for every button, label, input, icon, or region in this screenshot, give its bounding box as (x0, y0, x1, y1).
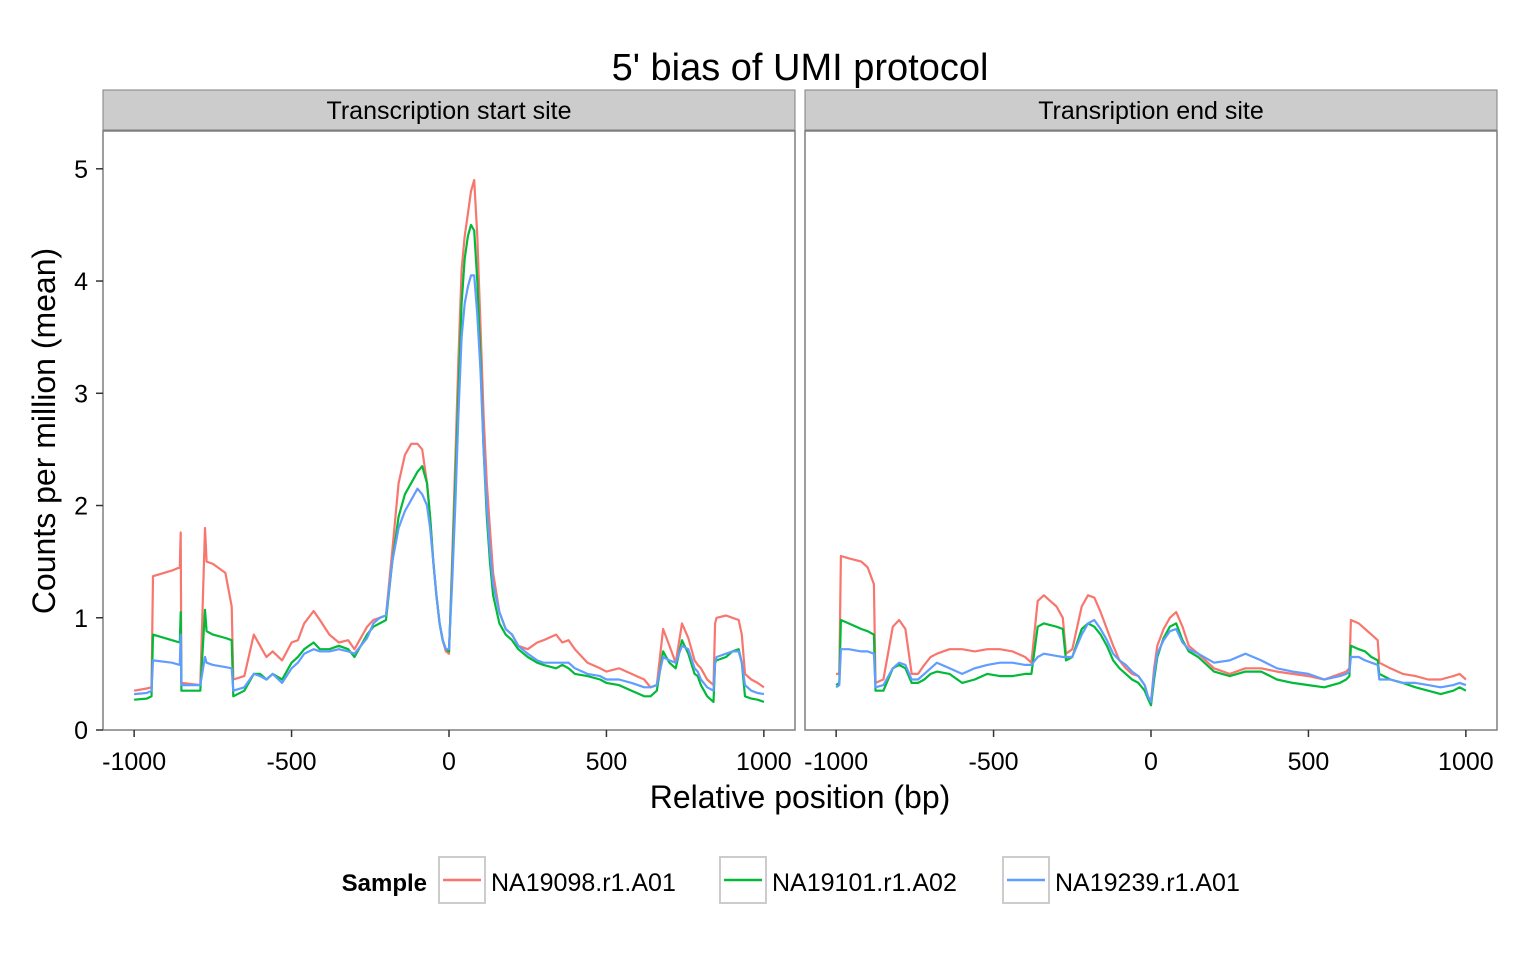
x-tick-label: 1000 (736, 748, 792, 776)
y-tick-label: 1 (74, 605, 88, 633)
y-axis-label: Counts per million (mean) (26, 248, 62, 614)
chart-title: 5' bias of UMI protocol (612, 47, 989, 89)
series-line-NA19239.r1.A01 (835, 618, 1467, 704)
y-tick-label: 4 (74, 268, 88, 296)
x-tick-label: 0 (1144, 748, 1158, 776)
x-tick-label: 500 (586, 748, 628, 776)
y-tick-label: 0 (74, 717, 88, 745)
x-tick-label: -1000 (102, 748, 166, 776)
series-line-NA19101.r1.A02 (835, 618, 1467, 707)
x-tick-label: 500 (1288, 748, 1330, 776)
x-axis-label: Relative position (bp) (650, 779, 951, 815)
facet-panel-1: Transcription start site -1000 -500 0 500 100… (102, 89, 796, 776)
facet-panel-2: Transription end site -1000 -500 0 500 1000 (804, 89, 1498, 776)
x-tick-label: -1000 (804, 748, 868, 776)
facet-strip (804, 89, 1498, 131)
panel-border (804, 130, 1498, 731)
y-tick-label: 2 (74, 493, 88, 521)
x-tick-label: 1000 (1438, 748, 1494, 776)
legend-label: NA19101.r1.A02 (772, 869, 957, 897)
facet-panels: Transcription start site-1000 -500 0 500 100… (74, 89, 1498, 776)
series-line-NA19098.r1.A01 (836, 554, 1467, 704)
legend-title: Sample (342, 870, 427, 897)
facet-strip (102, 89, 796, 131)
facet-strip-label: Transcription start site (327, 97, 572, 125)
y-axis: 0 1 2 3 4 5 (74, 156, 103, 745)
x-tick-label: -500 (267, 748, 317, 776)
series-line-NA19098.r1.A01 (133, 178, 765, 692)
y-tick-label: 5 (74, 156, 88, 184)
facet-strip-label: Transription end site (1038, 97, 1264, 125)
legend-label: NA19239.r1.A01 (1055, 869, 1240, 897)
legend: Sample NA19098.r1.A01 NA19101.r1.A02 NA192… (342, 856, 1240, 904)
x-tick-label: 0 (442, 748, 456, 776)
y-tick-label: 3 (74, 380, 88, 408)
legend-label: NA19098.r1.A01 (491, 869, 676, 897)
series-line-NA19239.r1.A01 (134, 274, 765, 696)
x-tick-label: -500 (969, 748, 1019, 776)
